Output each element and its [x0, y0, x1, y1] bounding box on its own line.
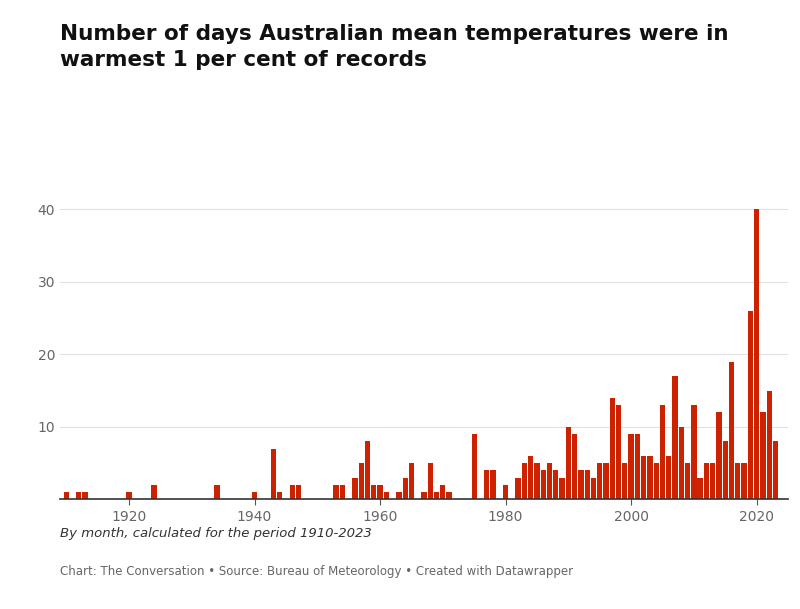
Bar: [515, 477, 521, 499]
Bar: [578, 470, 583, 499]
Bar: [572, 434, 578, 499]
Bar: [547, 463, 552, 499]
Bar: [378, 485, 382, 499]
Bar: [76, 492, 82, 499]
Bar: [622, 463, 627, 499]
Bar: [710, 463, 715, 499]
Bar: [428, 463, 433, 499]
Bar: [214, 485, 219, 499]
Bar: [126, 492, 132, 499]
Bar: [716, 412, 722, 499]
Bar: [522, 463, 527, 499]
Bar: [685, 463, 690, 499]
Bar: [422, 492, 426, 499]
Bar: [534, 463, 540, 499]
Bar: [352, 477, 358, 499]
Text: By month, calculated for the period 1910-2023: By month, calculated for the period 1910…: [60, 527, 372, 540]
Bar: [616, 405, 622, 499]
Bar: [735, 463, 741, 499]
Bar: [384, 492, 389, 499]
Bar: [528, 456, 534, 499]
Bar: [396, 492, 402, 499]
Bar: [358, 463, 364, 499]
Bar: [597, 463, 602, 499]
Bar: [490, 470, 496, 499]
Bar: [270, 449, 276, 499]
Bar: [371, 485, 377, 499]
Bar: [585, 470, 590, 499]
Bar: [773, 442, 778, 499]
Bar: [672, 376, 678, 499]
Bar: [340, 485, 345, 499]
Bar: [471, 434, 477, 499]
Bar: [634, 434, 640, 499]
Bar: [691, 405, 697, 499]
Bar: [446, 492, 452, 499]
Bar: [666, 456, 671, 499]
Bar: [365, 442, 370, 499]
Bar: [151, 485, 157, 499]
Bar: [252, 492, 258, 499]
Bar: [754, 209, 759, 499]
Bar: [290, 485, 295, 499]
Bar: [760, 412, 766, 499]
Bar: [503, 485, 508, 499]
Bar: [334, 485, 339, 499]
Bar: [678, 427, 684, 499]
Bar: [277, 492, 282, 499]
Bar: [590, 477, 596, 499]
Bar: [742, 463, 746, 499]
Bar: [566, 427, 571, 499]
Bar: [440, 485, 446, 499]
Bar: [722, 442, 728, 499]
Bar: [434, 492, 439, 499]
Bar: [484, 470, 490, 499]
Bar: [559, 477, 565, 499]
Bar: [660, 405, 665, 499]
Bar: [766, 390, 772, 499]
Bar: [603, 463, 609, 499]
Bar: [647, 456, 653, 499]
Bar: [409, 463, 414, 499]
Bar: [610, 398, 615, 499]
Bar: [402, 477, 408, 499]
Text: Number of days Australian mean temperatures were in
warmest 1 per cent of record: Number of days Australian mean temperatu…: [60, 24, 729, 70]
Text: Chart: The Conversation • Source: Bureau of Meteorology • Created with Datawrapp: Chart: The Conversation • Source: Bureau…: [60, 565, 573, 578]
Bar: [641, 456, 646, 499]
Bar: [748, 311, 753, 499]
Bar: [704, 463, 709, 499]
Bar: [629, 434, 634, 499]
Bar: [64, 492, 69, 499]
Bar: [729, 362, 734, 499]
Bar: [698, 477, 703, 499]
Bar: [541, 470, 546, 499]
Bar: [553, 470, 558, 499]
Bar: [654, 463, 659, 499]
Bar: [82, 492, 88, 499]
Bar: [296, 485, 301, 499]
